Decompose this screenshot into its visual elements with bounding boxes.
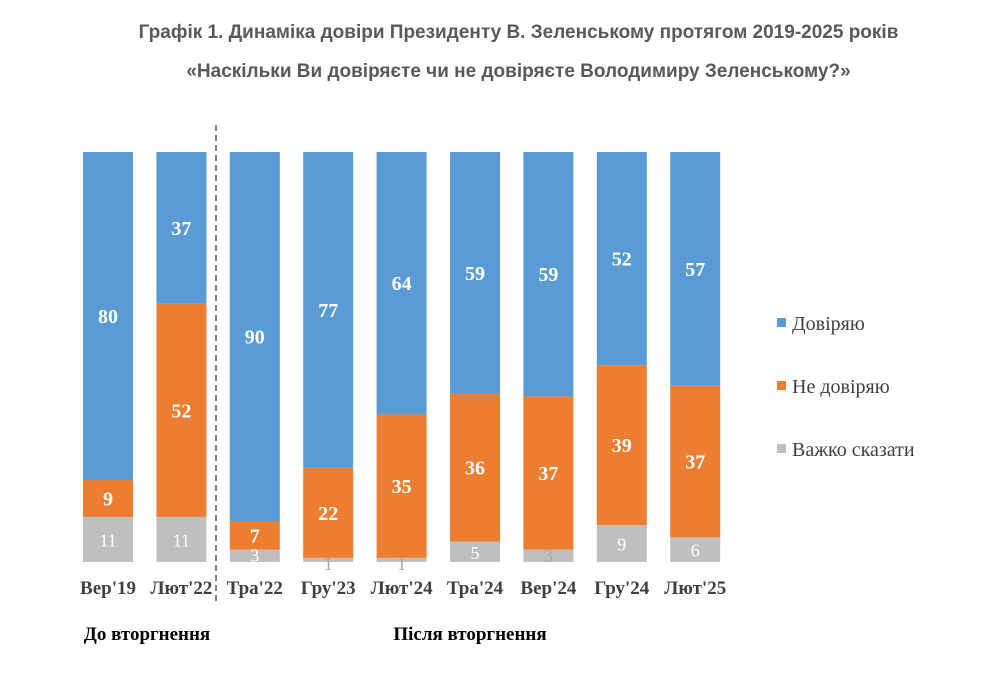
bar-trust bbox=[303, 152, 354, 468]
value-label-trust: 90 bbox=[245, 327, 265, 349]
legend-label-trust: Довіряю bbox=[792, 313, 865, 335]
chart-subtitle: «Наскільки Ви довіряєте чи не довіряєте … bbox=[186, 61, 851, 82]
bar-hard-to-say bbox=[229, 549, 280, 562]
bar-distrust bbox=[303, 467, 354, 558]
bar-hard-to-say bbox=[596, 525, 647, 562]
legend-label-distrust: Не довіряю bbox=[792, 376, 890, 398]
bar-distrust bbox=[229, 521, 280, 550]
bar-distrust bbox=[523, 396, 574, 550]
value-labels-group: 1198011523737901227713564536593375993952… bbox=[98, 218, 705, 574]
value-label-hard-to-say: 5 bbox=[471, 543, 480, 563]
legend-swatch-trust bbox=[777, 318, 786, 327]
bar-trust bbox=[450, 152, 500, 394]
category-label: Лют'25 bbox=[664, 578, 726, 599]
category-label: Тра'22 bbox=[227, 578, 283, 599]
bar-hard-to-say bbox=[376, 557, 427, 562]
bar-trust bbox=[229, 152, 280, 521]
category-labels-group: Вер'19 Лют'22 Тра'22 Гру'23 Лют'24 Тра'24 Вер'… bbox=[80, 578, 726, 599]
value-label-hard-to-say: 3 bbox=[250, 546, 259, 566]
category-label: Вер'24 bbox=[520, 578, 576, 599]
value-label-trust: 52 bbox=[612, 249, 632, 271]
bar-hard-to-say bbox=[450, 541, 500, 562]
bar-distrust bbox=[376, 414, 427, 558]
value-label-trust: 59 bbox=[465, 263, 485, 285]
bar-distrust bbox=[450, 393, 500, 542]
value-label-distrust: 9 bbox=[103, 488, 113, 510]
bar-trust bbox=[156, 152, 207, 304]
bar-distrust bbox=[83, 480, 133, 517]
category-label: Гру'24 bbox=[594, 578, 649, 599]
value-label-hard-to-say: 11 bbox=[173, 530, 190, 550]
legend-swatch-hard-to-say bbox=[777, 444, 786, 453]
value-label-trust: 37 bbox=[171, 218, 191, 240]
value-label-hard-to-say: 6 bbox=[691, 541, 700, 561]
value-label-trust: 77 bbox=[318, 300, 338, 322]
legend-label-hard-to-say: Важко сказати bbox=[792, 439, 915, 461]
value-label-distrust: 37 bbox=[685, 452, 705, 474]
category-label: Гру'23 bbox=[301, 578, 356, 599]
bar-distrust bbox=[596, 365, 647, 526]
value-label-trust: 59 bbox=[538, 264, 558, 286]
value-label-hard-to-say: 3 bbox=[544, 546, 553, 566]
value-label-trust: 80 bbox=[98, 306, 118, 328]
category-label: Лют'22 bbox=[150, 578, 212, 599]
bars-group bbox=[83, 152, 721, 562]
bar-hard-to-say bbox=[156, 516, 207, 562]
category-label: Лют'24 bbox=[371, 578, 434, 599]
bar-trust bbox=[523, 152, 574, 397]
value-label-distrust: 39 bbox=[612, 435, 632, 457]
value-label-distrust: 37 bbox=[538, 463, 558, 485]
legend: Довіряю Не довіряю Важко сказати bbox=[777, 313, 915, 461]
bar-distrust bbox=[670, 385, 721, 538]
category-label: Вер'19 bbox=[80, 578, 136, 599]
value-label-hard-to-say: 11 bbox=[99, 530, 116, 550]
value-label-distrust: 7 bbox=[250, 525, 260, 547]
bar-hard-to-say bbox=[83, 516, 133, 562]
bar-hard-to-say bbox=[670, 537, 721, 562]
value-label-trust: 64 bbox=[392, 273, 412, 295]
chart-title: Графік 1. Динаміка довіри Президенту В. … bbox=[138, 22, 899, 43]
bar-trust bbox=[596, 152, 647, 366]
bar-hard-to-say bbox=[523, 549, 574, 562]
period-label-after: Після вторгнення bbox=[393, 624, 546, 645]
bar-trust bbox=[376, 152, 427, 415]
value-label-distrust: 36 bbox=[465, 458, 485, 480]
value-label-trust: 57 bbox=[685, 259, 705, 281]
value-label-hard-to-say: 9 bbox=[617, 535, 626, 555]
value-label-hard-to-say: 1 bbox=[324, 554, 333, 574]
value-label-distrust: 52 bbox=[171, 400, 191, 422]
category-label: Тра'24 bbox=[447, 578, 504, 599]
value-label-hard-to-say: 1 bbox=[397, 554, 406, 574]
bar-distrust bbox=[156, 303, 207, 517]
value-label-distrust: 35 bbox=[392, 476, 412, 498]
bar-trust bbox=[670, 152, 721, 386]
value-label-distrust: 22 bbox=[318, 503, 338, 525]
bar-trust bbox=[83, 152, 133, 480]
period-label-before: До вторгнення bbox=[84, 624, 210, 645]
bar-hard-to-say bbox=[303, 557, 354, 562]
legend-swatch-distrust bbox=[777, 381, 786, 390]
